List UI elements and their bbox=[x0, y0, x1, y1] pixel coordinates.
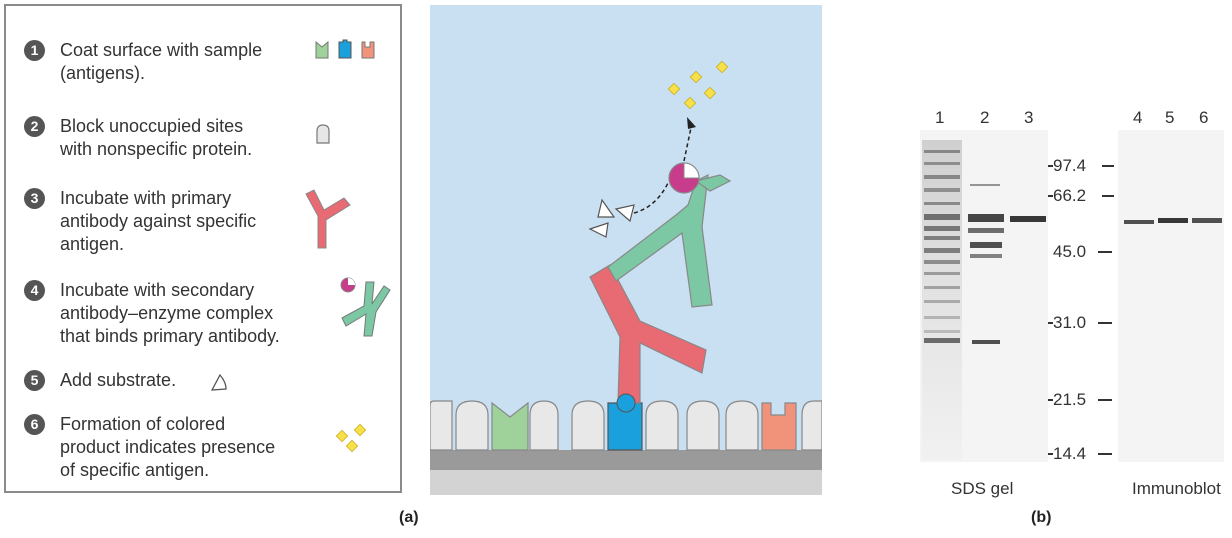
sds-gel bbox=[920, 130, 1048, 462]
panel-b-label: (b) bbox=[1031, 509, 1052, 526]
primary-antibody-icon bbox=[305, 189, 351, 249]
mw-marker: 21.5 bbox=[1053, 390, 1087, 409]
substrate bbox=[597, 198, 616, 218]
sds-gel-caption: SDS gel bbox=[951, 479, 1014, 498]
immunoblot bbox=[1118, 130, 1224, 462]
step-text: Coat surface with sample (antigens). bbox=[60, 40, 263, 83]
mw-marker: 66.2 bbox=[1053, 186, 1087, 205]
antigens-icon bbox=[315, 39, 375, 59]
lane-number: 6 bbox=[1199, 108, 1209, 127]
lane-number: 3 bbox=[1024, 108, 1034, 127]
step-number: 4 bbox=[24, 280, 45, 301]
step-text: Add substrate. bbox=[60, 370, 177, 390]
panel-a-label: (a) bbox=[399, 509, 419, 526]
mw-marker: 14.4 bbox=[1053, 444, 1087, 463]
substrate bbox=[588, 222, 609, 238]
primary-antibody bbox=[589, 264, 707, 404]
antigen-green bbox=[491, 401, 529, 451]
step-text: Incubate with secondary antibody–enzyme … bbox=[60, 280, 280, 346]
antigen-binding-site bbox=[616, 393, 636, 413]
mw-marker: 31.0 bbox=[1053, 313, 1087, 332]
blocking-proteins bbox=[430, 400, 822, 451]
lane-number: 5 bbox=[1165, 108, 1175, 127]
antigen-orange bbox=[761, 402, 797, 451]
blocking-protein-icon bbox=[316, 124, 330, 144]
reaction-arrow bbox=[633, 182, 669, 214]
step-number: 1 bbox=[24, 40, 45, 61]
mw-marker: 45.0 bbox=[1053, 242, 1087, 261]
colored-product-icon bbox=[335, 423, 367, 453]
secondary-antibody bbox=[607, 173, 713, 308]
step-number: 5 bbox=[24, 370, 45, 391]
step-text: Incubate with primary antibody against s… bbox=[60, 188, 257, 254]
elisa-diagram bbox=[430, 5, 822, 495]
lane-number: 1 bbox=[935, 108, 945, 127]
plate-surface bbox=[430, 450, 822, 470]
mw-marker: 97.4 bbox=[1053, 156, 1087, 175]
step-text: Formation of colored product indicates p… bbox=[60, 414, 276, 480]
substrate bbox=[614, 204, 635, 223]
blocking-protein bbox=[529, 400, 559, 451]
plate-base bbox=[430, 470, 822, 495]
substrate-icon bbox=[210, 373, 227, 391]
step-text: Block unoccupied sites with nonspecific … bbox=[60, 116, 253, 159]
step-number: 6 bbox=[24, 414, 45, 435]
step-number: 3 bbox=[24, 188, 45, 209]
mw-ticks bbox=[1048, 165, 1114, 455]
step-number: 2 bbox=[24, 116, 45, 137]
steps-legend: 1 Coat surface with sample (antigens). 2… bbox=[4, 4, 402, 493]
colored-product bbox=[667, 60, 729, 110]
lane-number: 4 bbox=[1133, 108, 1143, 127]
immunoblot-caption: Immunoblot bbox=[1132, 479, 1221, 498]
secondary-antibody-enzyme-icon bbox=[340, 277, 391, 337]
lane-number: 2 bbox=[980, 108, 990, 127]
